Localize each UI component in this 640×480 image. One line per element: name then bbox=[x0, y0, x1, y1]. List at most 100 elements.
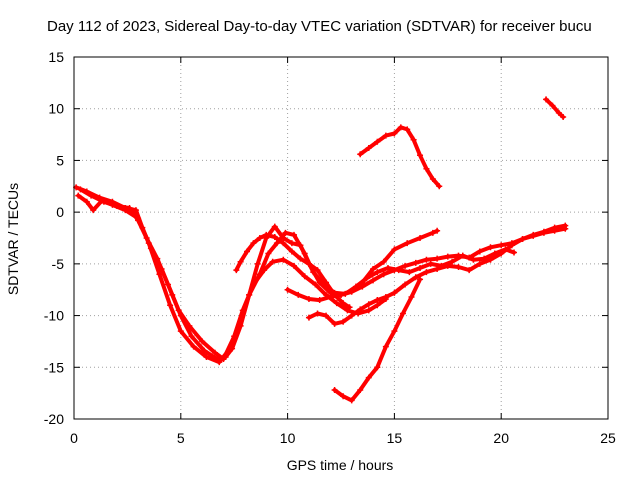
data-point bbox=[549, 102, 556, 109]
data-point bbox=[455, 252, 462, 259]
data-point bbox=[382, 132, 389, 139]
data-point bbox=[305, 314, 312, 321]
data-point bbox=[423, 165, 430, 172]
data-point bbox=[434, 266, 441, 273]
data-point bbox=[327, 293, 334, 300]
data-point bbox=[382, 293, 389, 300]
x-tick-label: 0 bbox=[70, 430, 78, 446]
data-point bbox=[363, 275, 370, 282]
data-point bbox=[391, 328, 398, 335]
data-point bbox=[551, 224, 558, 231]
x-axis-label: GPS time / hours bbox=[287, 457, 394, 473]
data-point bbox=[380, 258, 387, 265]
data-point bbox=[280, 256, 287, 263]
data-point bbox=[540, 228, 547, 235]
data-point bbox=[487, 256, 494, 263]
data-point bbox=[417, 276, 424, 283]
data-point bbox=[402, 281, 409, 288]
data-point bbox=[380, 271, 387, 278]
x-tick-label: 25 bbox=[600, 430, 616, 446]
data-point bbox=[88, 192, 95, 199]
data-point bbox=[423, 269, 430, 276]
series-arc-b bbox=[76, 193, 516, 365]
data-point bbox=[175, 307, 182, 314]
data-point bbox=[256, 235, 263, 241]
data-point bbox=[476, 248, 483, 255]
data-point bbox=[154, 255, 161, 262]
y-axis-label: SDTVAR / TECUs bbox=[5, 183, 21, 295]
data-point bbox=[487, 244, 494, 251]
data-point bbox=[404, 240, 411, 247]
data-point bbox=[357, 387, 364, 394]
data-point bbox=[374, 138, 381, 145]
data-point bbox=[331, 320, 338, 327]
data-point bbox=[498, 250, 505, 257]
data-point bbox=[305, 296, 312, 303]
data-point bbox=[365, 145, 372, 152]
data-point bbox=[203, 353, 210, 360]
data-point bbox=[412, 259, 419, 266]
data-point bbox=[560, 113, 567, 120]
data-point bbox=[323, 279, 330, 286]
y-tick-label: -20 bbox=[44, 411, 64, 427]
data-point bbox=[511, 249, 518, 256]
data-point bbox=[284, 286, 291, 293]
data-point bbox=[404, 126, 411, 133]
data-point bbox=[244, 248, 251, 255]
data-point bbox=[365, 307, 372, 314]
data-point bbox=[348, 288, 355, 295]
data-point bbox=[273, 240, 280, 247]
series-arc-c bbox=[78, 187, 388, 361]
data-point bbox=[291, 231, 298, 238]
data-point bbox=[291, 262, 298, 269]
data-point bbox=[323, 312, 330, 319]
data-point bbox=[344, 307, 351, 314]
data-point bbox=[132, 207, 139, 214]
data-point bbox=[455, 263, 462, 270]
data-point bbox=[412, 274, 419, 281]
series-arc-d bbox=[234, 232, 352, 310]
data-point bbox=[370, 266, 377, 273]
data-point bbox=[211, 349, 218, 356]
data-point bbox=[297, 255, 304, 262]
data-point bbox=[429, 176, 436, 183]
data-point bbox=[444, 253, 451, 260]
grid-lines bbox=[74, 57, 608, 419]
data-point bbox=[434, 255, 441, 262]
y-tick-label: -15 bbox=[44, 359, 64, 375]
data-point bbox=[408, 293, 415, 300]
data-point bbox=[156, 271, 163, 278]
data-point bbox=[427, 260, 434, 267]
data-point bbox=[305, 260, 312, 267]
data-point bbox=[370, 277, 377, 284]
data-point bbox=[295, 291, 302, 298]
data-point bbox=[167, 302, 174, 309]
data-point bbox=[186, 322, 193, 329]
data-point bbox=[164, 281, 171, 288]
data-point bbox=[113, 202, 120, 209]
data-point bbox=[365, 374, 372, 381]
data-point bbox=[374, 364, 381, 371]
data-point bbox=[143, 235, 150, 241]
data-point bbox=[340, 300, 347, 307]
data-point bbox=[237, 258, 244, 265]
data-point bbox=[250, 240, 257, 247]
data-point bbox=[357, 306, 364, 313]
data-point bbox=[562, 222, 569, 229]
data-point bbox=[220, 356, 227, 363]
data-point bbox=[263, 231, 270, 238]
data-point bbox=[417, 235, 424, 241]
data-point bbox=[314, 310, 321, 317]
data-point bbox=[77, 186, 84, 193]
data-point bbox=[397, 124, 404, 131]
y-tick-label: -5 bbox=[52, 256, 65, 272]
data-point bbox=[254, 260, 261, 267]
data-point bbox=[216, 359, 223, 366]
x-tick-label: 15 bbox=[387, 430, 403, 446]
data-point bbox=[90, 207, 97, 214]
data-point bbox=[312, 281, 319, 288]
data-point bbox=[340, 393, 347, 400]
data-point bbox=[449, 258, 456, 265]
data-point bbox=[83, 198, 90, 205]
